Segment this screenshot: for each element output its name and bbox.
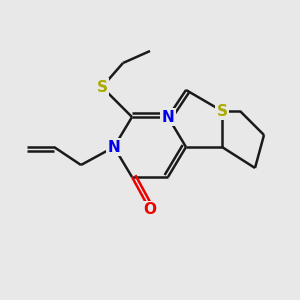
Text: N: N <box>108 140 120 154</box>
Text: O: O <box>143 202 157 217</box>
Text: S: S <box>217 103 227 118</box>
Text: S: S <box>97 80 107 94</box>
Text: N: N <box>162 110 174 124</box>
